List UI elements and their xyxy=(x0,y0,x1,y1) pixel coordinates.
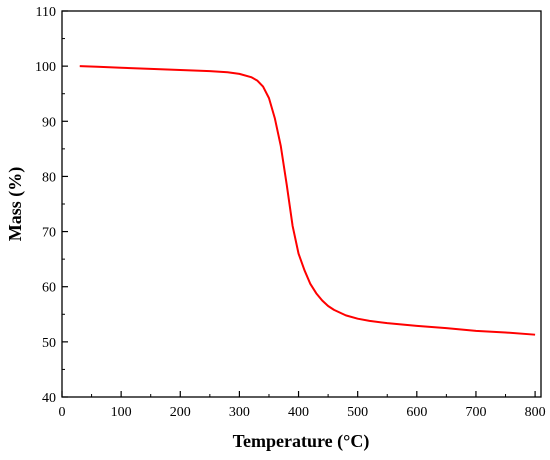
x-tick-label: 800 xyxy=(525,405,546,420)
y-tick-label: 90 xyxy=(42,115,56,130)
y-axis-title: Mass (%) xyxy=(5,167,26,242)
x-tick-label: 500 xyxy=(347,405,368,420)
y-tick-label: 50 xyxy=(42,336,56,351)
mass-curve xyxy=(79,65,536,336)
x-tick-label: 300 xyxy=(229,405,250,420)
x-tick-label: 100 xyxy=(111,405,132,420)
x-tick-label: 400 xyxy=(288,405,309,420)
y-tick-label: 40 xyxy=(42,391,56,406)
x-tick-label: 700 xyxy=(465,405,486,420)
y-tick-label: 60 xyxy=(42,281,56,296)
y-tick-label: 70 xyxy=(42,226,56,241)
x-tick-label: 0 xyxy=(59,405,66,420)
x-tick-label: 200 xyxy=(170,405,191,420)
y-tick-label: 100 xyxy=(35,60,56,75)
y-tick-label: 110 xyxy=(36,5,56,20)
y-axis: 40 50 60 70 80 90 100 110 xyxy=(35,5,68,406)
x-tick-label: 600 xyxy=(406,405,427,420)
x-axis: 0 100 200 300 400 500 600 700 800 xyxy=(59,391,546,420)
y-tick-label: 80 xyxy=(42,170,56,185)
x-axis-title: Temperature (°C) xyxy=(233,431,370,452)
